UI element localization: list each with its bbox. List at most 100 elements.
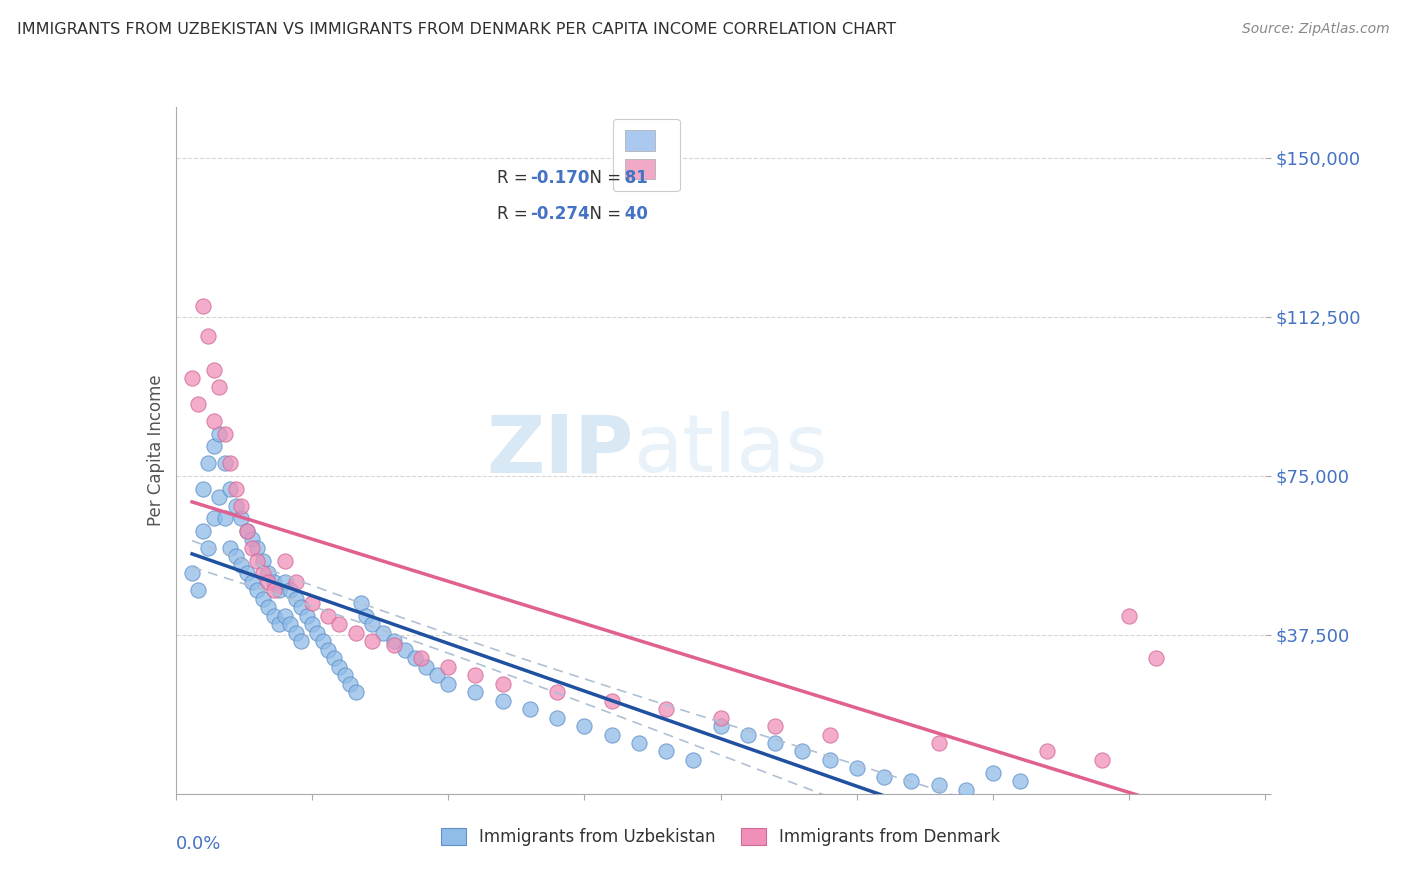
- Point: [219, 482, 242, 496]
- Point: [252, 554, 274, 568]
- Text: ZIP: ZIP: [486, 411, 633, 490]
- Point: [202, 439, 225, 453]
- Point: [290, 600, 312, 615]
- Point: [269, 583, 291, 598]
- Text: 81: 81: [619, 169, 648, 186]
- Point: [191, 482, 214, 496]
- Point: [426, 668, 449, 682]
- Point: [235, 524, 257, 538]
- Point: [955, 782, 977, 797]
- Point: [235, 566, 257, 581]
- Point: [333, 668, 356, 682]
- Text: R =: R =: [498, 169, 533, 186]
- Point: [263, 583, 285, 598]
- Point: [981, 765, 1004, 780]
- Point: [710, 719, 733, 733]
- Point: [208, 490, 231, 504]
- Point: [219, 541, 242, 555]
- Point: [437, 676, 460, 690]
- Point: [274, 554, 297, 568]
- Text: 40: 40: [619, 204, 648, 222]
- Point: [710, 710, 733, 724]
- Point: [269, 617, 291, 632]
- Point: [437, 659, 460, 673]
- Point: [301, 617, 323, 632]
- Point: [928, 736, 950, 750]
- Point: [246, 554, 269, 568]
- Point: [263, 608, 285, 623]
- Point: [214, 426, 236, 441]
- Point: [1091, 753, 1114, 767]
- Point: [191, 299, 214, 313]
- Text: 0.0%: 0.0%: [176, 835, 221, 853]
- Point: [1118, 608, 1140, 623]
- Point: [274, 608, 297, 623]
- Point: [231, 511, 253, 525]
- Point: [763, 736, 786, 750]
- Point: [360, 617, 382, 632]
- Point: [382, 639, 405, 653]
- Text: N =: N =: [579, 204, 626, 222]
- Point: [208, 380, 231, 394]
- Point: [339, 676, 361, 690]
- Point: [737, 727, 759, 741]
- Point: [278, 583, 301, 598]
- Text: N =: N =: [579, 169, 626, 186]
- Point: [405, 651, 427, 665]
- Point: [350, 596, 373, 610]
- Point: [1036, 744, 1059, 758]
- Point: [344, 625, 367, 640]
- Point: [219, 456, 242, 470]
- Point: [818, 727, 841, 741]
- Point: [181, 566, 204, 581]
- Point: [246, 583, 269, 598]
- Point: [197, 541, 219, 555]
- Point: [295, 608, 318, 623]
- Point: [763, 719, 786, 733]
- Point: [240, 574, 263, 589]
- Point: [900, 774, 922, 789]
- Point: [682, 753, 704, 767]
- Point: [191, 524, 214, 538]
- Point: [394, 642, 416, 657]
- Point: [318, 642, 340, 657]
- Point: [322, 651, 344, 665]
- Point: [1144, 651, 1167, 665]
- Point: [371, 625, 394, 640]
- Point: [574, 719, 596, 733]
- Point: [231, 499, 253, 513]
- Text: -0.170: -0.170: [530, 169, 589, 186]
- Point: [186, 583, 209, 598]
- Point: [257, 566, 280, 581]
- Point: [284, 625, 307, 640]
- Point: [186, 397, 209, 411]
- Point: [257, 574, 280, 589]
- Point: [202, 414, 225, 428]
- Point: [214, 456, 236, 470]
- Point: [382, 634, 405, 648]
- Point: [240, 541, 263, 555]
- Point: [301, 596, 323, 610]
- Text: R =: R =: [498, 204, 533, 222]
- Point: [252, 566, 274, 581]
- Point: [845, 761, 868, 775]
- Point: [318, 608, 340, 623]
- Point: [600, 693, 623, 707]
- Point: [600, 727, 623, 741]
- Point: [492, 676, 515, 690]
- Point: [235, 524, 257, 538]
- Point: [360, 634, 382, 648]
- Point: [627, 736, 650, 750]
- Point: [312, 634, 335, 648]
- Point: [655, 702, 678, 716]
- Point: [202, 363, 225, 377]
- Point: [344, 685, 367, 699]
- Point: [415, 659, 437, 673]
- Point: [546, 685, 568, 699]
- Point: [928, 778, 950, 792]
- Point: [328, 617, 350, 632]
- Point: [1010, 774, 1032, 789]
- Point: [197, 329, 219, 343]
- Text: IMMIGRANTS FROM UZBEKISTAN VS IMMIGRANTS FROM DENMARK PER CAPITA INCOME CORRELAT: IMMIGRANTS FROM UZBEKISTAN VS IMMIGRANTS…: [17, 22, 896, 37]
- Point: [225, 482, 247, 496]
